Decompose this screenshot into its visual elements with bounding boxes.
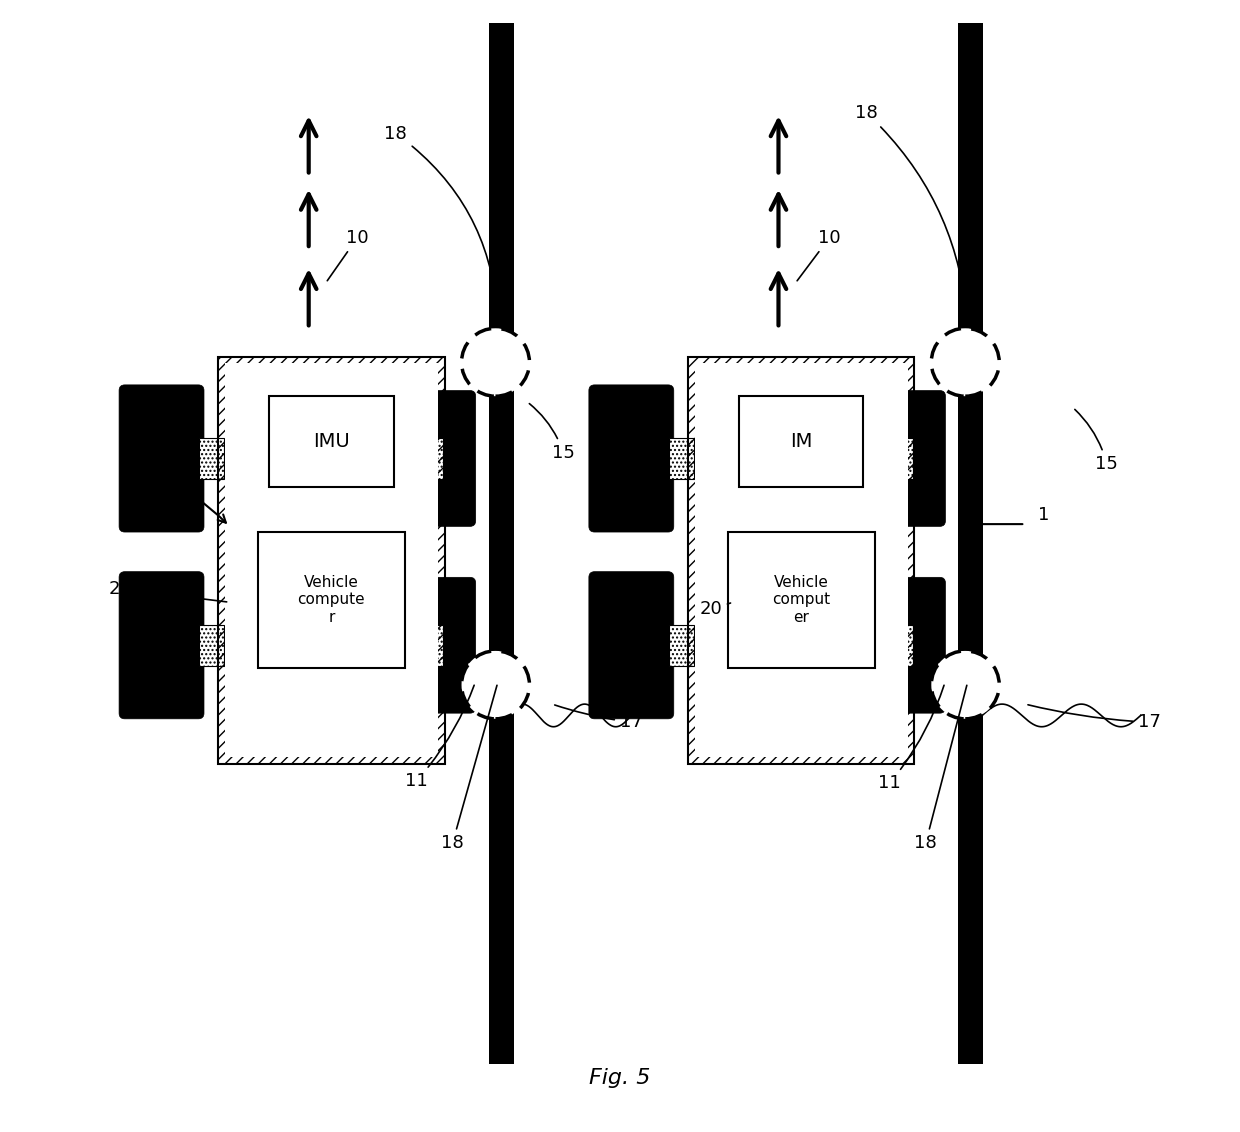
Text: 15: 15 [529,404,575,462]
Text: 10: 10 [327,229,368,281]
Text: 17: 17 [554,705,642,731]
Text: 17: 17 [1028,705,1161,731]
FancyBboxPatch shape [888,438,913,479]
FancyBboxPatch shape [198,438,223,479]
FancyBboxPatch shape [469,342,494,383]
Text: IM: IM [790,432,812,451]
Text: 15: 15 [1075,410,1118,473]
Text: 18: 18 [441,685,497,852]
FancyBboxPatch shape [419,625,444,666]
FancyBboxPatch shape [668,438,693,479]
Text: 20: 20 [108,580,227,602]
Text: 1: 1 [119,455,130,473]
FancyBboxPatch shape [119,385,205,532]
Circle shape [461,651,529,719]
FancyBboxPatch shape [888,625,913,666]
FancyBboxPatch shape [419,438,444,479]
Circle shape [461,328,529,396]
Text: 18: 18 [856,104,967,326]
FancyBboxPatch shape [589,385,673,532]
FancyBboxPatch shape [728,532,874,668]
FancyBboxPatch shape [589,572,673,719]
Bar [959,23,983,1064]
FancyBboxPatch shape [883,577,945,713]
Bar [489,23,513,1064]
FancyBboxPatch shape [668,625,693,666]
FancyBboxPatch shape [883,391,945,526]
Text: Fig. 5: Fig. 5 [589,1067,651,1088]
Text: 1: 1 [1038,506,1049,524]
FancyBboxPatch shape [413,577,476,713]
FancyBboxPatch shape [694,363,908,757]
Circle shape [931,328,999,396]
FancyBboxPatch shape [939,342,963,383]
FancyBboxPatch shape [413,391,476,526]
Text: Vehicle
compute
r: Vehicle compute r [298,575,365,625]
Text: 11: 11 [878,685,944,792]
Text: 20: 20 [699,600,730,618]
FancyBboxPatch shape [198,625,223,666]
FancyBboxPatch shape [119,572,205,719]
Text: 11: 11 [405,685,474,790]
Text: 18: 18 [914,685,967,852]
FancyBboxPatch shape [269,396,393,487]
FancyBboxPatch shape [939,663,963,704]
FancyBboxPatch shape [469,663,494,704]
FancyBboxPatch shape [258,532,405,668]
Text: Vehicle
comput
er: Vehicle comput er [773,575,831,625]
FancyBboxPatch shape [739,396,863,487]
FancyBboxPatch shape [224,363,438,757]
Text: 10: 10 [797,229,841,281]
Circle shape [931,651,999,719]
Text: IMU: IMU [312,432,350,451]
Text: 18: 18 [384,125,497,326]
